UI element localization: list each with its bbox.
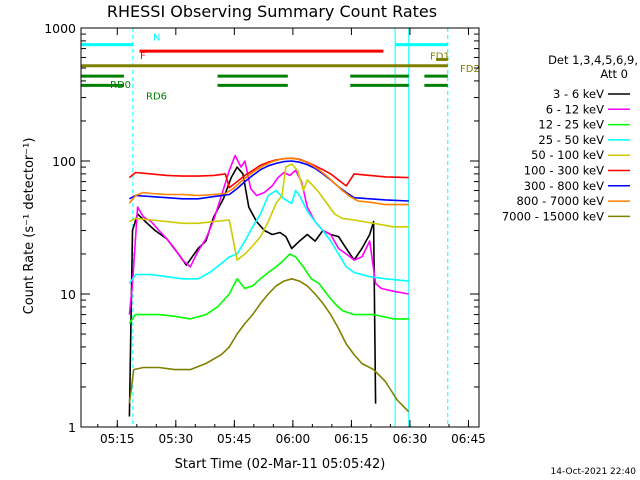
x-tick-label: 05:45 xyxy=(217,432,252,446)
status-label-rd0: RD0 xyxy=(110,80,131,91)
legend-label-300-800-kev: 300 - 800 keV xyxy=(524,179,604,193)
x-tick-label: 05:15 xyxy=(100,432,135,446)
series-line-12-25-kev xyxy=(128,253,409,324)
series-line-50-100-kev xyxy=(129,163,409,261)
series-line-6-12-kev xyxy=(128,154,409,315)
legend-label-3-6-kev: 3 - 6 keV xyxy=(553,87,604,101)
y-tick-label: 100 xyxy=(52,154,76,169)
legend-label-7000-15000-kev: 7000 - 15000 keV xyxy=(502,209,604,223)
legend-label-12-25-kev: 12 - 25 keV xyxy=(538,118,604,132)
status-label-f: F xyxy=(140,51,146,62)
legend-header-1: Det 1,3,4,5,6,9, xyxy=(548,53,638,67)
status-label-fd1: FD1 xyxy=(430,51,450,62)
x-tick-label: 06:30 xyxy=(393,432,428,446)
legend-label-800-7000-kev: 800 - 7000 keV xyxy=(516,194,604,208)
x-tick-label: 06:00 xyxy=(276,432,311,446)
legend-label-6-12-kev: 6 - 12 keV xyxy=(546,102,604,116)
status-label-n: N xyxy=(153,33,160,44)
legend-label-100-300-kev: 100 - 300 keV xyxy=(524,164,604,178)
y-tick-label: 1 xyxy=(68,420,76,435)
series-line-25-50-kev xyxy=(128,189,409,284)
series-line-7000-15000-kev xyxy=(128,278,410,413)
x-tick-label: 05:30 xyxy=(159,432,194,446)
legend-label-50-100-kev: 50 - 100 keV xyxy=(531,148,604,162)
y-axis-label: Count Rate (s⁻¹ detector⁻¹) xyxy=(22,138,37,315)
chart-title: RHESSI Observing Summary Count Rates xyxy=(107,2,437,21)
plot-frame xyxy=(80,27,480,428)
legend-header-2: Att 0 xyxy=(600,67,628,81)
x-axis-label: Start Time (02-Mar-11 05:05:42) xyxy=(175,457,386,472)
status-label-rd6: RD6 xyxy=(146,91,167,102)
timestamp: 14-Oct-2021 22:40 xyxy=(551,467,637,477)
x-tick-label: 06:45 xyxy=(451,432,486,446)
legend-label-25-50-kev: 25 - 50 keV xyxy=(538,133,604,147)
y-tick-label: 1000 xyxy=(44,21,76,36)
x-tick-label: 06:15 xyxy=(334,432,369,446)
status-label-fd2: FD2 xyxy=(460,64,480,75)
y-tick-label: 10 xyxy=(60,287,76,302)
series-line-800-7000-kev xyxy=(128,157,409,206)
